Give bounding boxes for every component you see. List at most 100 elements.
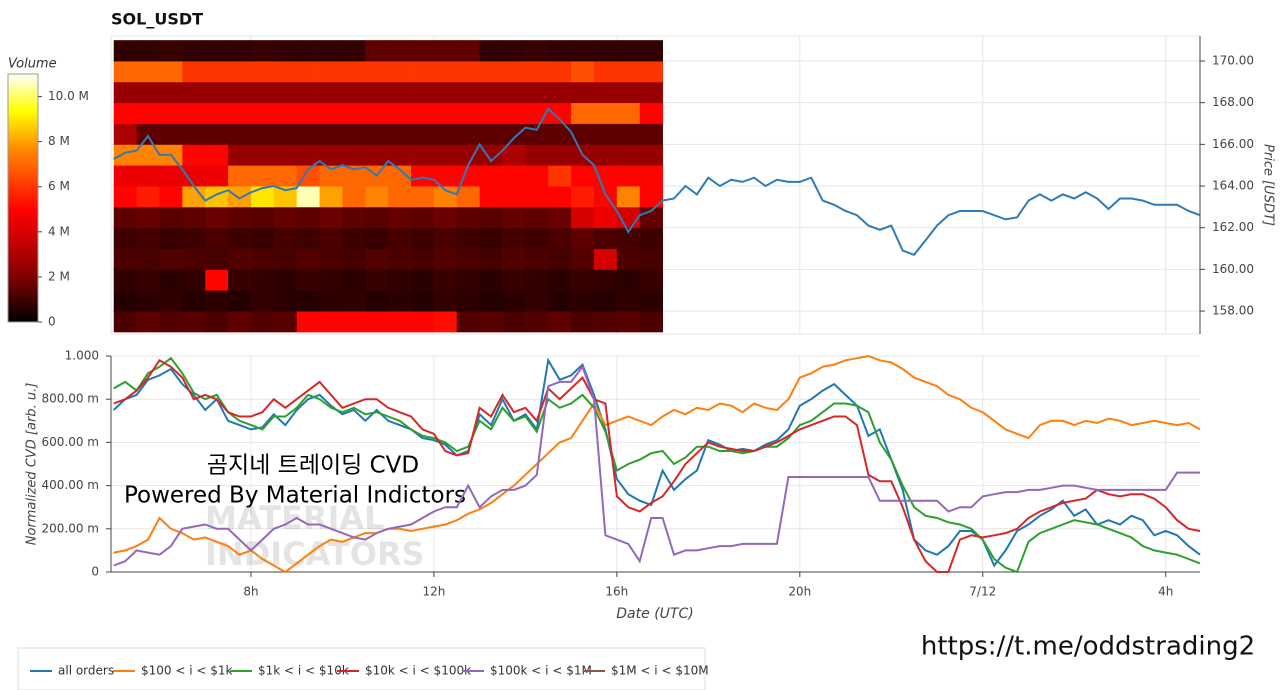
- heatmap-cell: [571, 269, 595, 291]
- heatmap-cell: [365, 40, 389, 62]
- heatmap-cell: [136, 248, 160, 270]
- heatmap-cell: [319, 206, 343, 229]
- heatmap-cell: [296, 248, 320, 270]
- heatmap-cell: [502, 123, 526, 145]
- heatmap-cell: [548, 311, 572, 333]
- heatmap-cell: [616, 269, 641, 291]
- heatmap-cell: [342, 123, 366, 145]
- x-tick-label: 20h: [788, 585, 811, 599]
- heatmap-cell: [456, 186, 481, 208]
- heatmap-cell: [250, 40, 275, 62]
- heatmap-cell: [502, 227, 526, 249]
- heatmap-cell: [319, 144, 343, 166]
- heatmap-cell: [159, 227, 183, 249]
- heatmap-cell: [273, 227, 298, 249]
- heatmap-cell: [205, 248, 229, 270]
- heatmap-cell: [273, 40, 298, 62]
- heatmap-cell: [113, 144, 138, 166]
- colorbar-tick-label: 0: [48, 315, 56, 329]
- heatmap-cell: [159, 61, 183, 83]
- heatmap-cell: [479, 227, 503, 249]
- heatmap-cell: [205, 123, 229, 145]
- heatmap-cell: [479, 311, 503, 333]
- heatmap-cell: [456, 123, 481, 145]
- legend-label: $10k < i < $100k: [365, 664, 471, 678]
- heatmap-cell: [250, 81, 275, 104]
- link[interactable]: https://t.me/oddstrading2: [921, 632, 1255, 662]
- heatmap-cell: [136, 290, 160, 312]
- heatmap-cell: [593, 311, 618, 333]
- heatmap-cell: [319, 40, 343, 62]
- y2-tick-label: 164.00: [1212, 179, 1254, 193]
- heatmap-cell: [182, 186, 206, 208]
- heatmap-cell: [113, 248, 138, 270]
- heatmap-cell: [593, 206, 618, 229]
- heatmap-cell: [250, 102, 275, 124]
- heatmap-cell: [296, 61, 320, 83]
- heatmap-cell: [113, 81, 138, 104]
- legend-label: $1k < i < $10k: [258, 664, 349, 678]
- heatmap-cell: [319, 290, 343, 312]
- heatmap-cell: [388, 311, 412, 333]
- heatmap-cell: [479, 248, 503, 270]
- heatmap-cell: [205, 165, 229, 187]
- heatmap-cell: [502, 165, 526, 187]
- heatmap-cell: [319, 165, 343, 187]
- heatmap-cell: [273, 186, 298, 208]
- heatmap-cell: [250, 186, 275, 208]
- heatmap-cell: [456, 290, 481, 312]
- heatmap-cell: [342, 186, 366, 208]
- heatmap-cell: [479, 144, 503, 166]
- heatmap-cell: [639, 81, 663, 104]
- heatmap-cell: [159, 269, 183, 291]
- heatmap-cell: [456, 269, 481, 291]
- heatmap-cell: [639, 61, 663, 83]
- heatmap-cell: [433, 144, 458, 166]
- y2-tick-label: 170.00: [1212, 54, 1254, 68]
- heatmap-cell: [433, 311, 458, 333]
- heatmap-cell: [548, 206, 572, 229]
- heatmap-cell: [113, 269, 138, 291]
- heatmap-cell: [159, 311, 183, 333]
- x-axis-title: Date (UTC): [616, 606, 693, 622]
- heatmap-cell: [159, 290, 183, 312]
- heatmap-cell: [182, 61, 206, 83]
- heatmap-cell: [250, 165, 275, 187]
- heatmap-cell: [388, 81, 412, 104]
- heatmap-cell: [388, 206, 412, 229]
- heatmap-cell: [273, 123, 298, 145]
- heatmap-cell: [411, 81, 435, 104]
- heatmap-cell: [616, 102, 641, 124]
- heatmap-cell: [159, 206, 183, 229]
- heatmap-cell: [296, 165, 320, 187]
- heatmap-cell: [205, 290, 229, 312]
- heatmap-cell: [548, 123, 572, 145]
- heatmap-cell: [365, 248, 389, 270]
- heatmap-cell: [250, 123, 275, 145]
- heatmap-cell: [342, 102, 366, 124]
- heatmap-cell: [342, 144, 366, 166]
- heatmap-cell: [136, 40, 160, 62]
- heatmap-cell: [250, 144, 275, 166]
- heatmap-cell: [342, 290, 366, 312]
- heatmap-cell: [479, 206, 503, 229]
- heatmap-cell: [388, 144, 412, 166]
- heatmap-cell: [182, 144, 206, 166]
- heatmap-cell: [159, 248, 183, 270]
- heatmap-cell: [319, 269, 343, 291]
- colorbar-tick-label: 8 M: [48, 134, 70, 148]
- heatmap-cell: [433, 248, 458, 270]
- heatmap-cell: [205, 81, 229, 104]
- heatmap-cell: [250, 248, 275, 270]
- heatmap-cell: [616, 61, 641, 83]
- heatmap-cell: [182, 102, 206, 124]
- heatmap-cell: [273, 248, 298, 270]
- x-tick-label: 7/12: [969, 585, 996, 599]
- price-line: [113, 107, 1201, 256]
- heatmap-cell: [388, 269, 412, 291]
- heatmap-cell: [456, 81, 481, 104]
- heatmap-cell: [136, 206, 160, 229]
- heatmap-cell: [273, 61, 298, 83]
- heatmap-cell: [136, 123, 160, 145]
